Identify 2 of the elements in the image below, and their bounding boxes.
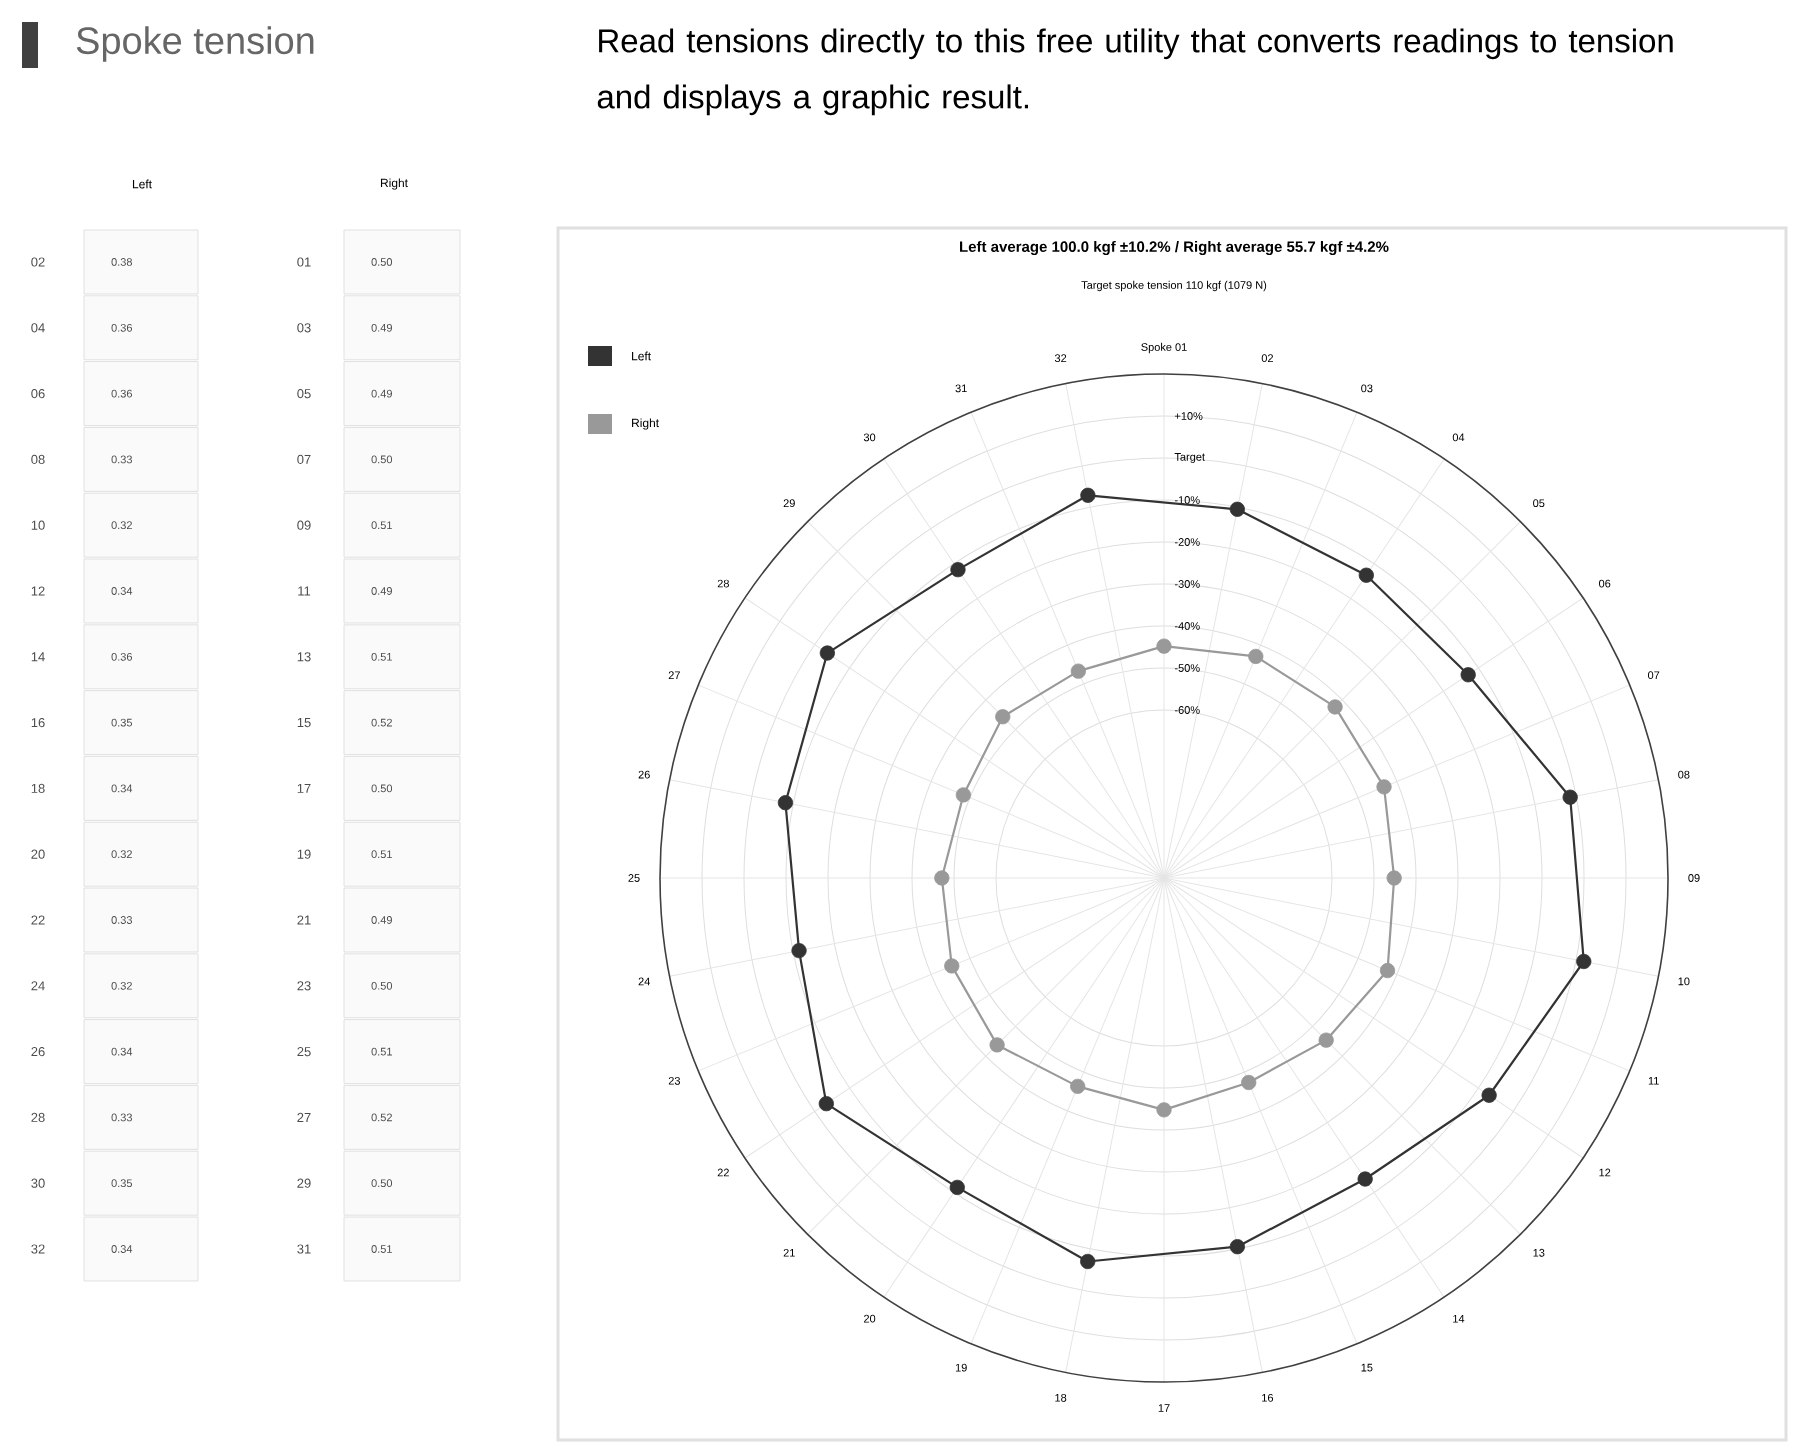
text: Spoke tension	[76, 26, 314, 62]
text: Read tensions directly to this free utility that converts readings to tension and displays a graphic result.	[597, 28, 1673, 116]
